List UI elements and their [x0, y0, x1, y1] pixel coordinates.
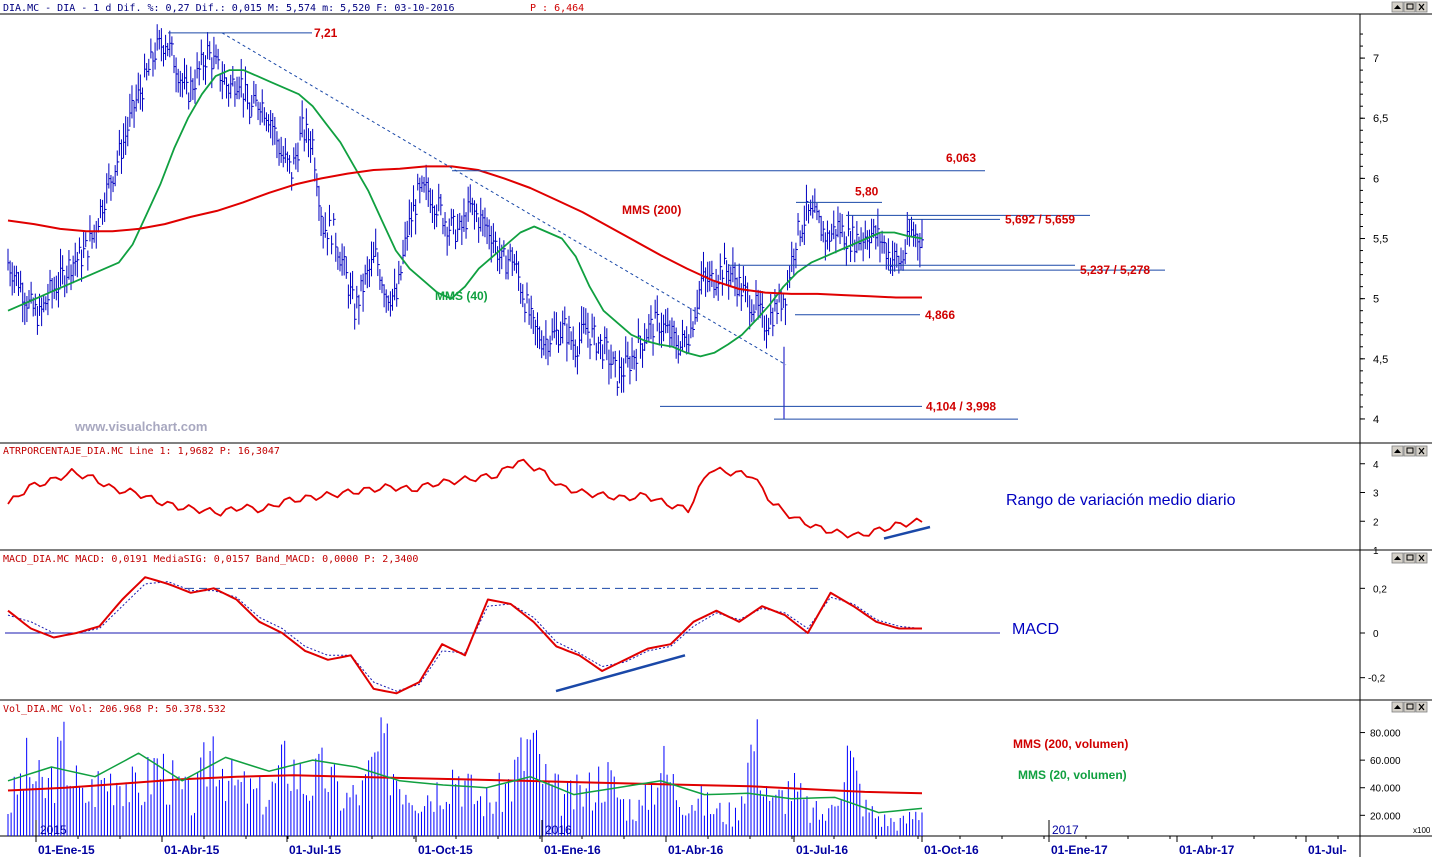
price-y-axis: 7 6,5 6 5,5 5 4,5 4: [1360, 33, 1388, 426]
macd-restore-glyph: [1406, 554, 1414, 561]
atr-triangle-glyph: [1394, 449, 1401, 453]
macd-close-glyph: [1418, 554, 1425, 562]
macd-annotation: MACD: [1012, 621, 1059, 638]
price-y-tick-label: 4: [1373, 414, 1379, 426]
level-label-6: 5,237 / 5,278: [1080, 263, 1150, 277]
atr-y-tick-label: 2: [1373, 517, 1379, 528]
atr-title: ATRPORCENTAJE_DIA.MC Line 1: 1,9682 P: 1…: [3, 446, 280, 457]
price-window-restore-icon: [1403, 1, 1416, 13]
x-tick-label-9: 01-Abr-17: [1179, 843, 1235, 857]
atr-close-glyph: [1418, 447, 1425, 455]
macd-y-tick-label: 0: [1373, 629, 1379, 640]
vol-ma20-label: MMS (20, volumen): [1018, 768, 1127, 782]
volume-bars: [7, 717, 923, 836]
x-tick-label-1: 01-Abr-15: [164, 843, 220, 857]
macd-y-tick-label: -0,2: [1368, 674, 1386, 685]
atr-annotation: Rango de variación medio diario: [1006, 492, 1236, 509]
atr-line: [7, 458, 923, 539]
atr-restore-glyph: [1406, 447, 1414, 454]
x-tick-label-3: 01-Oct-15: [418, 843, 473, 857]
level-label-1: 6,063: [946, 151, 976, 165]
price-y-tick-label: 6: [1373, 173, 1379, 185]
price-y-tick-label: 5,5: [1373, 234, 1388, 246]
volume-title: Vol_DIA.MC Vol: 206.968 P: 50.378.532: [3, 704, 226, 715]
level-label-7: 4,866: [925, 308, 955, 322]
price-y-tick-label: 4,5: [1373, 354, 1388, 366]
level-label-0: 7,21: [314, 26, 338, 40]
volume-moving-averages: [7, 752, 923, 814]
volume-panel: Vol_DIA.MC Vol: 206.968 P: 50.378.532 80…: [3, 704, 1431, 837]
macd-y-tick-label: 0,2: [1373, 584, 1387, 595]
vol-y-tick-label: 40.000: [1370, 784, 1401, 795]
price-panel: 7,21 6,063 5,80 5,692 / 5,659 5,237 / 5,278 4…: [7, 24, 1388, 434]
ma200-line: [7, 165, 922, 299]
vol-ma200-line: [7, 774, 923, 795]
x-axis: 01-Ene-15 01-Abr-15 01-Jul-15 01-Oct-15 01-E…: [35, 820, 1347, 857]
price-bars: [7, 24, 924, 419]
year-marker-2015: 2015: [40, 823, 67, 837]
panel-frames: [0, 13, 1432, 857]
x-tick-label-4: 01-Ene-16: [544, 843, 601, 857]
atr-trendline: [883, 525, 931, 540]
atr-window-restore-icon: [1403, 445, 1416, 457]
price-y-tick-label: 5: [1373, 294, 1379, 306]
macd-panel: MACD_DIA.MC MACD: 0,0191 MediaSIG: 0,015…: [3, 554, 1387, 695]
ma40-line: [7, 69, 923, 358]
volume-y-axis: 80.000 60.000 40.000 20.000: [1360, 729, 1401, 822]
vol-y-tick-label: 60.000: [1370, 756, 1401, 767]
vol-restore-glyph: [1406, 703, 1414, 710]
x-tick-label-8: 01-Ene-17: [1051, 843, 1108, 857]
x-tick-label-10: 01-Jul-: [1308, 843, 1347, 857]
macd-signal-line: [7, 581, 923, 692]
year-marker-2017: 2017: [1052, 823, 1079, 837]
macd-y-axis: 0,2 0 -0,2: [1360, 584, 1387, 685]
ma40-label: MMS (40): [435, 289, 488, 303]
level-label-8: 4,104 / 3,998: [926, 399, 996, 413]
panel-window-controls[interactable]: [1391, 1, 1428, 713]
level-label-4: 5,692 / 5,659: [1005, 212, 1075, 226]
descending-trendline: [221, 32, 787, 366]
macd-triangle-glyph: [1394, 556, 1401, 560]
year-marker-2016: 2016: [545, 823, 572, 837]
atr-y-axis: 4 3 2 1: [1360, 460, 1379, 557]
level-label-2: 5,80: [855, 184, 879, 198]
price-y-tick-label: 6,5: [1373, 113, 1388, 125]
vol-triangle-glyph: [1394, 705, 1401, 709]
price-y-tick-label: 7: [1373, 53, 1379, 65]
x-tick-label-5: 01-Abr-16: [668, 843, 724, 857]
macd-window-restore-icon: [1403, 552, 1416, 564]
x-scale-label: x100: [1413, 826, 1431, 835]
x-tick-label-0: 01-Ene-15: [38, 843, 95, 857]
vol-y-tick-label: 20.000: [1370, 811, 1401, 822]
watermark: www.visualchart.com: [74, 419, 207, 434]
price-close-glyph: [1418, 3, 1425, 11]
macd-title: MACD_DIA.MC MACD: 0,0191 MediaSIG: 0,015…: [3, 554, 418, 565]
header-last-price: P : 6,464: [530, 3, 584, 14]
price-moving-averages: [7, 69, 923, 358]
price-restore-glyph: [1406, 3, 1414, 10]
macd-lines: [5, 576, 1000, 695]
ma200-label: MMS (200): [622, 203, 681, 217]
vol-y-tick-label: 80.000: [1370, 729, 1401, 740]
vol-ma200-label: MMS (200, volumen): [1013, 737, 1128, 751]
vol-ma20-line: [7, 752, 923, 814]
x-tick-label-7: 01-Oct-16: [924, 843, 979, 857]
x-tick-label-6: 01-Jul-16: [796, 843, 848, 857]
vol-window-restore-icon: [1403, 701, 1416, 713]
x-tick-label-2: 01-Jul-15: [289, 843, 341, 857]
price-triangle-glyph: [1394, 5, 1401, 9]
price-annotations: 7,21 6,063 5,80 5,692 / 5,659 5,237 / 5,278 4…: [168, 26, 1165, 420]
atr-y-tick-label: 1: [1373, 546, 1379, 557]
atr-y-tick-label: 4: [1373, 460, 1379, 471]
chart-header: DIA.MC - DIA - 1 d Dif. %: 0,27 Dif.: 0,…: [0, 0, 1432, 14]
atr-panel: ATRPORCENTAJE_DIA.MC Line 1: 1,9682 P: 1…: [3, 446, 1379, 557]
vol-close-glyph: [1418, 703, 1425, 711]
macd-trendline: [555, 654, 686, 693]
macd-line: [7, 576, 922, 695]
header-title: DIA.MC - DIA - 1 d Dif. %: 0,27 Dif.: 0,…: [3, 3, 455, 14]
atr-lines: [7, 458, 931, 540]
atr-y-tick-label: 3: [1373, 489, 1379, 500]
